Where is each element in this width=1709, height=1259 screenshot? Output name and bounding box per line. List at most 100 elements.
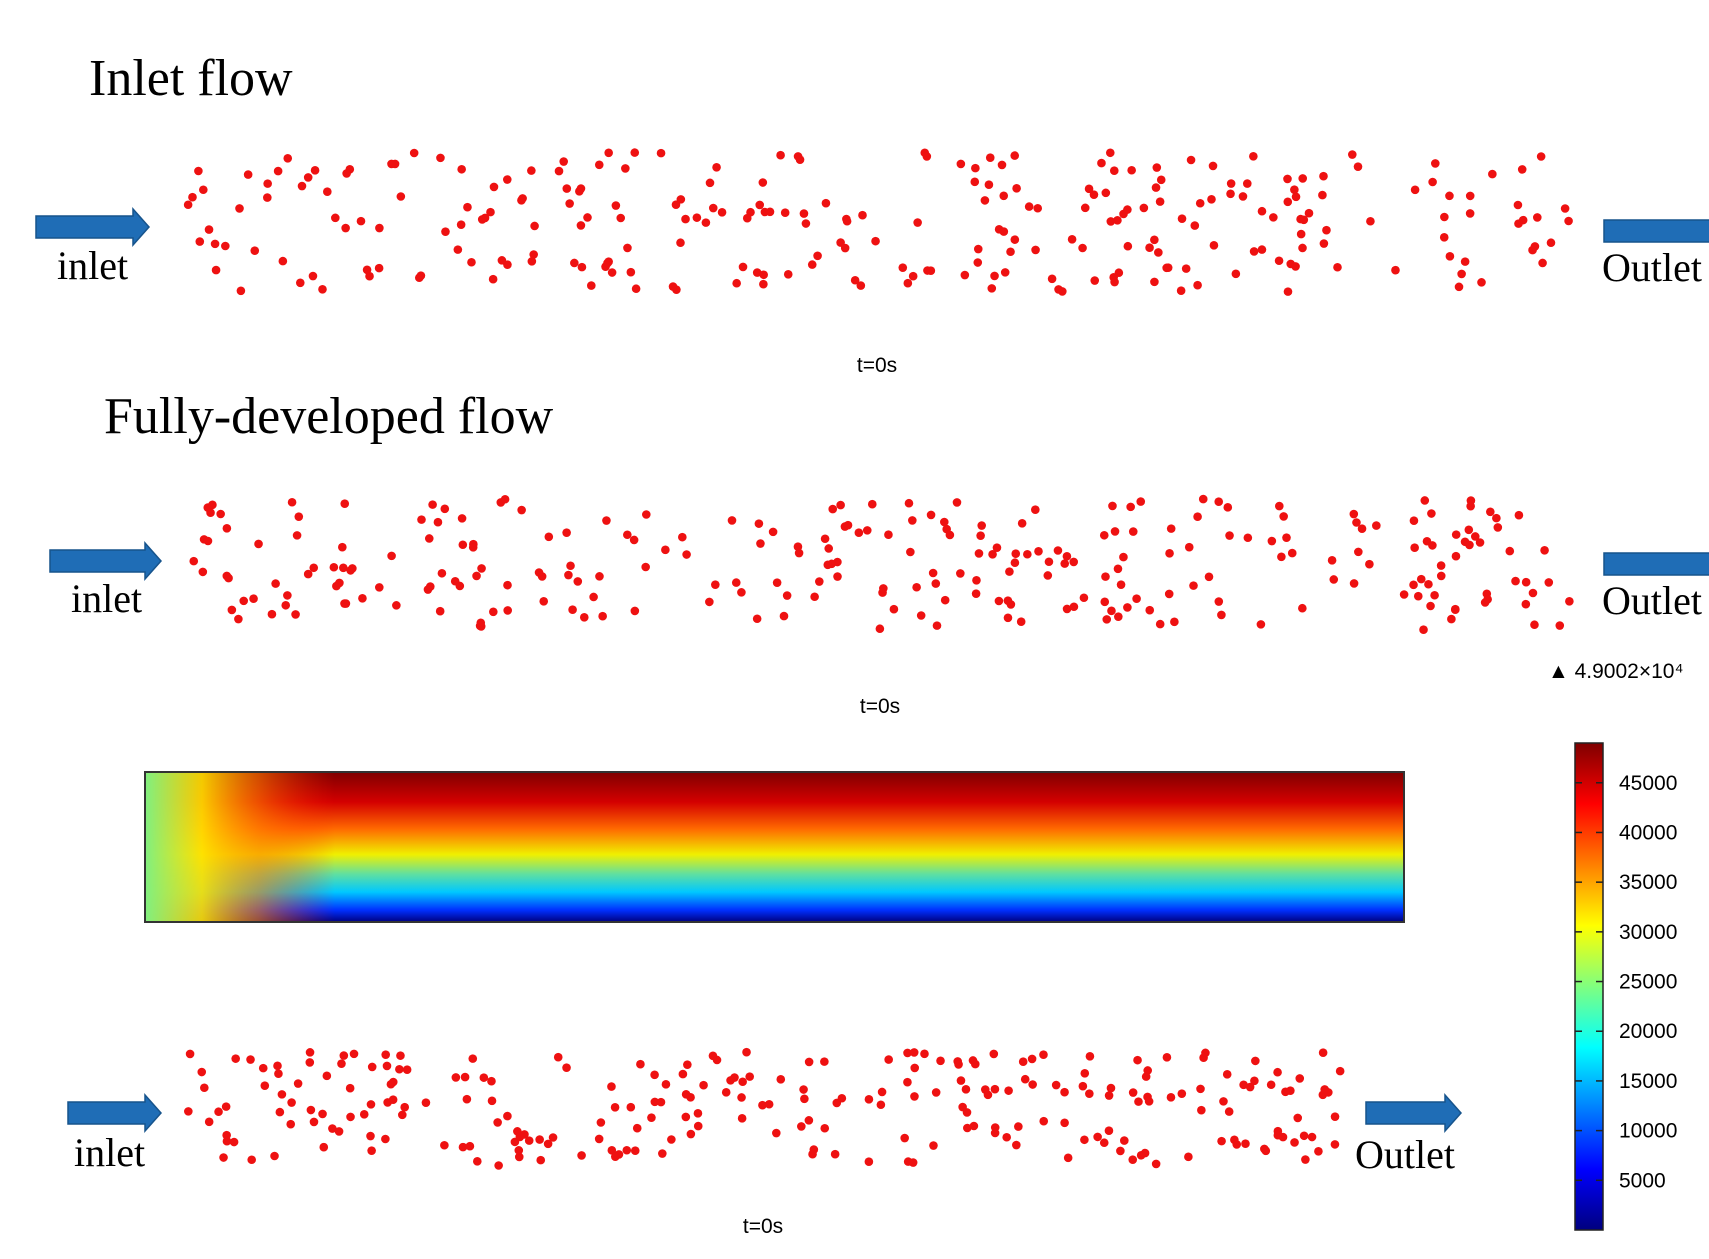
- particle: [555, 167, 564, 176]
- particle: [486, 208, 495, 217]
- particle: [436, 154, 445, 163]
- particle: [831, 1150, 840, 1159]
- particle: [184, 1107, 193, 1116]
- particle: [1100, 1138, 1109, 1147]
- particle: [1354, 548, 1363, 557]
- particle: [276, 1108, 285, 1117]
- particle: [1540, 546, 1549, 555]
- particle: [568, 605, 577, 614]
- particle: [288, 498, 297, 507]
- particle: [1127, 166, 1136, 175]
- particle: [1025, 202, 1034, 211]
- particle: [802, 219, 811, 228]
- particle: [766, 207, 775, 216]
- particle: [549, 1133, 558, 1142]
- flow-arrow: [50, 543, 161, 579]
- particle: [457, 165, 466, 174]
- particle: [249, 594, 258, 603]
- particle: [306, 1058, 315, 1067]
- particle: [1400, 590, 1409, 599]
- particle: [1063, 552, 1072, 561]
- particle: [821, 534, 830, 543]
- particle: [1134, 1097, 1143, 1106]
- particle: [1017, 617, 1026, 626]
- particle: [957, 1076, 966, 1085]
- particle: [1518, 165, 1527, 174]
- particle: [1295, 1074, 1304, 1083]
- particle: [1455, 283, 1464, 292]
- colorbar-tick-label: 35000: [1619, 871, 1677, 894]
- particle: [1054, 546, 1063, 555]
- particle: [318, 1110, 327, 1119]
- particle: [212, 266, 221, 275]
- particle: [991, 1085, 1000, 1094]
- particle: [434, 518, 443, 527]
- particle: [381, 1050, 390, 1059]
- particle: [1417, 575, 1426, 584]
- particle: [879, 584, 888, 593]
- particle: [1214, 597, 1223, 606]
- particle: [438, 569, 447, 578]
- particle: [1164, 263, 1173, 272]
- particle: [683, 1060, 692, 1069]
- particle: [621, 164, 630, 173]
- particle: [1301, 1155, 1310, 1164]
- particle: [1011, 549, 1020, 558]
- particle: [975, 549, 984, 558]
- particle: [876, 624, 885, 633]
- particle: [513, 1127, 522, 1136]
- particle: [987, 284, 996, 293]
- particle: [738, 1114, 747, 1123]
- particle: [1012, 184, 1021, 193]
- particle: [970, 1122, 979, 1131]
- particle: [199, 568, 208, 577]
- particle: [331, 214, 340, 223]
- particle: [1145, 606, 1154, 615]
- particle: [956, 569, 965, 578]
- particle: [440, 505, 449, 514]
- particle: [797, 1122, 806, 1131]
- particle: [589, 593, 598, 602]
- particle: [274, 1069, 283, 1078]
- particle: [222, 1102, 231, 1111]
- particle: [1117, 580, 1126, 589]
- particle: [1107, 217, 1116, 226]
- particle: [489, 608, 498, 617]
- particle: [224, 574, 233, 583]
- particle: [578, 263, 587, 272]
- particle: [981, 196, 990, 205]
- particle: [263, 179, 272, 188]
- particle: [810, 592, 819, 601]
- particle: [415, 273, 424, 282]
- particle: [1033, 204, 1042, 213]
- particle: [1322, 226, 1331, 235]
- particle: [1440, 213, 1449, 222]
- particle: [1223, 1070, 1232, 1079]
- particle: [1486, 507, 1495, 516]
- particle: [387, 552, 396, 561]
- particle: [1290, 185, 1299, 194]
- particle: [726, 1076, 735, 1085]
- particle: [1005, 567, 1014, 576]
- particle: [676, 238, 685, 247]
- particle: [422, 1098, 431, 1107]
- particle: [1209, 162, 1218, 171]
- particle: [871, 237, 880, 246]
- particle: [1260, 1145, 1269, 1154]
- outlet-label: Outlet: [1602, 245, 1702, 290]
- particle: [898, 263, 907, 272]
- particle: [1010, 151, 1019, 160]
- particle: [1511, 577, 1520, 586]
- particle: [457, 220, 466, 229]
- particle: [469, 543, 478, 552]
- particle: [1150, 278, 1159, 287]
- particle: [478, 215, 487, 224]
- particle: [247, 1155, 256, 1164]
- particle: [971, 1060, 980, 1069]
- particle: [1336, 1067, 1345, 1076]
- particle: [525, 1136, 534, 1145]
- particle: [1457, 270, 1466, 279]
- particle: [650, 1070, 659, 1079]
- particle: [1142, 1072, 1151, 1081]
- particle: [1290, 1138, 1299, 1147]
